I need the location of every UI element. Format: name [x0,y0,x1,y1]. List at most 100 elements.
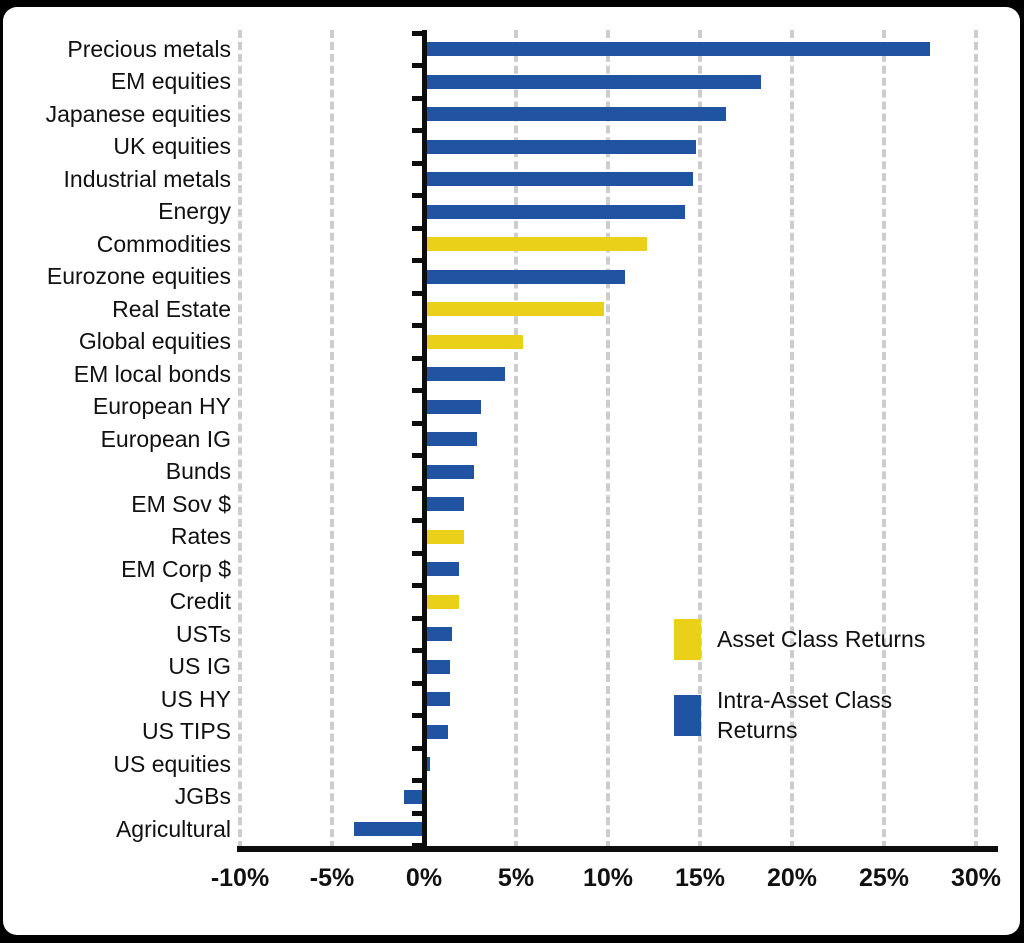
gridline-5 [514,30,518,849]
category-label: Real Estate [112,295,231,322]
y-axis-tick [412,225,422,231]
bar [424,464,474,479]
bar [424,139,697,154]
bar [424,529,465,544]
gridline-30 [974,30,978,849]
y-axis-tick [412,680,422,686]
bar [424,302,605,317]
bar [424,399,482,414]
category-label: USTs [176,620,231,647]
bar [424,237,647,252]
bar [424,594,459,609]
category-label: EM Sov $ [131,490,231,517]
y-axis-tick [412,810,422,816]
y-axis-tick [412,583,422,588]
y-axis-tick [412,745,422,751]
y-axis-tick [412,63,422,68]
y-axis-tick [412,95,422,101]
bar [403,789,424,804]
bar [424,107,726,122]
y-axis-tick [412,388,422,393]
category-label: Bunds [165,458,231,485]
category-label: Japanese equities [45,100,231,127]
x-axis-tick-label: 20% [766,863,818,892]
legend-swatch-blue [674,695,701,737]
x-axis-line [237,845,999,852]
gridline--5 [330,30,334,849]
x-axis-tick-label: 10% [582,863,634,892]
y-axis-tick [412,420,422,426]
y-axis-tick [412,648,422,653]
category-label: European IG [100,425,231,452]
y-axis-tick [412,355,422,361]
category-label: Precious metals [67,35,231,62]
bar [424,659,450,674]
legend-label: Asset Class Returns [717,625,926,652]
bar [424,204,686,219]
legend-item-asset-class-returns: Asset Class Returns [674,619,1004,660]
bar [424,334,524,349]
x-axis-tick-label: 25% [858,863,910,892]
y-axis-tick [412,193,422,198]
category-label: EM Corp $ [121,555,231,582]
y-axis-tick [412,323,422,328]
bar [424,497,465,512]
legend-label: Intra-Asset Class Returns [717,687,893,743]
category-label: Eurozone equities [46,263,231,290]
category-label: UK equities [113,133,231,160]
zero-axis-line [422,30,427,852]
gridline-25 [882,30,886,849]
x-axis-tick-label: -10% [210,863,270,892]
category-label: Global equities [78,328,231,355]
y-axis-tick [412,453,422,458]
category-label: EM equities [110,68,231,95]
category-label: US equities [113,750,231,777]
bar [424,432,478,447]
category-label: EM local bonds [73,360,231,387]
category-label: Energy [158,198,231,225]
category-label: Agricultural [115,815,231,842]
category-label: Rates [170,523,231,550]
y-axis-tick [412,128,422,133]
x-axis-tick-label: 5% [497,863,535,892]
bar [424,269,625,284]
y-axis-tick [412,290,422,296]
gridline-20 [790,30,794,849]
gridline-10 [606,30,610,849]
bar-chart: Precious metals EM equities Japanese equit… [3,7,1020,935]
category-label: Credit [169,588,231,615]
bar [424,367,505,382]
x-axis-tick-label: 30% [950,863,1002,892]
category-label: US HY [160,685,231,712]
y-axis-tick [412,615,422,621]
chart-panel: Precious metals EM equities Japanese equit… [3,7,1020,935]
bar [424,562,459,577]
y-axis-tick [412,258,422,263]
y-axis-tick [412,713,422,718]
bar [424,692,450,707]
legend-item-intra-asset-class-returns: Intra-Asset Class Returns [674,686,1004,746]
legend: Asset Class Returns Intra-Asset Class Re… [674,619,1004,772]
gridline-15 [698,30,702,849]
bar [424,42,930,57]
category-label: US TIPS [141,718,231,745]
category-label: Commodities [96,230,231,257]
bar [424,724,448,739]
x-axis-tick-label: -5% [309,863,355,892]
category-label: European HY [92,393,231,420]
y-axis-tick [412,518,422,523]
y-axis-tick [412,778,422,783]
gridline--10 [238,30,242,849]
bar [424,627,452,642]
category-label: Industrial metals [63,165,231,192]
y-axis-tick [412,30,422,36]
y-axis-tick [412,550,422,556]
category-label: JGBs [174,783,231,810]
category-label: US IG [168,653,231,680]
bar [354,822,424,837]
y-axis-tick [412,485,422,491]
y-axis-tick [412,160,422,166]
bar [424,172,693,187]
legend-swatch-yellow [674,619,701,660]
bar [424,74,761,89]
